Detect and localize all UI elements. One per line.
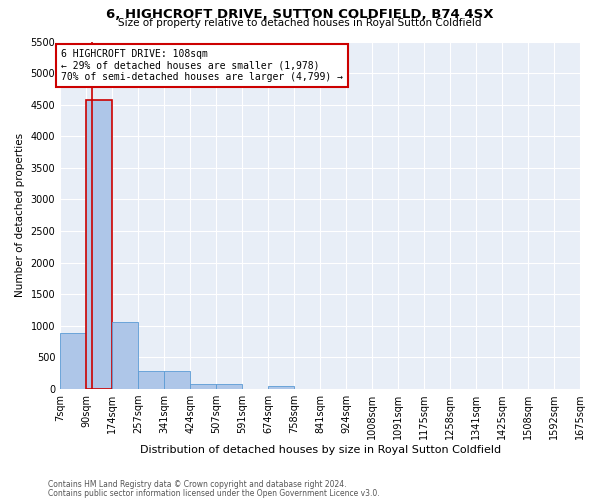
Bar (190, 384, 216, 389)
Text: Contains public sector information licensed under the Open Government Licence v3: Contains public sector information licen… (48, 488, 380, 498)
X-axis label: Distribution of detached houses by size in Royal Sutton Coldfield: Distribution of detached houses by size … (140, 445, 500, 455)
Y-axis label: Number of detached properties: Number of detached properties (15, 133, 25, 298)
Bar (112, 322, 138, 389)
Bar (216, 384, 242, 389)
Bar (86, 100, 112, 389)
Bar (138, 371, 164, 389)
Text: 6 HIGHCROFT DRIVE: 108sqm
← 29% of detached houses are smaller (1,978)
70% of se: 6 HIGHCROFT DRIVE: 108sqm ← 29% of detac… (61, 49, 343, 82)
Text: Size of property relative to detached houses in Royal Sutton Coldfield: Size of property relative to detached ho… (118, 18, 482, 28)
Bar (60, 334, 86, 389)
Text: 6, HIGHCROFT DRIVE, SUTTON COLDFIELD, B74 4SX: 6, HIGHCROFT DRIVE, SUTTON COLDFIELD, B7… (106, 8, 494, 20)
Bar (268, 386, 294, 389)
Bar (164, 371, 190, 389)
Text: Contains HM Land Registry data © Crown copyright and database right 2024.: Contains HM Land Registry data © Crown c… (48, 480, 347, 489)
